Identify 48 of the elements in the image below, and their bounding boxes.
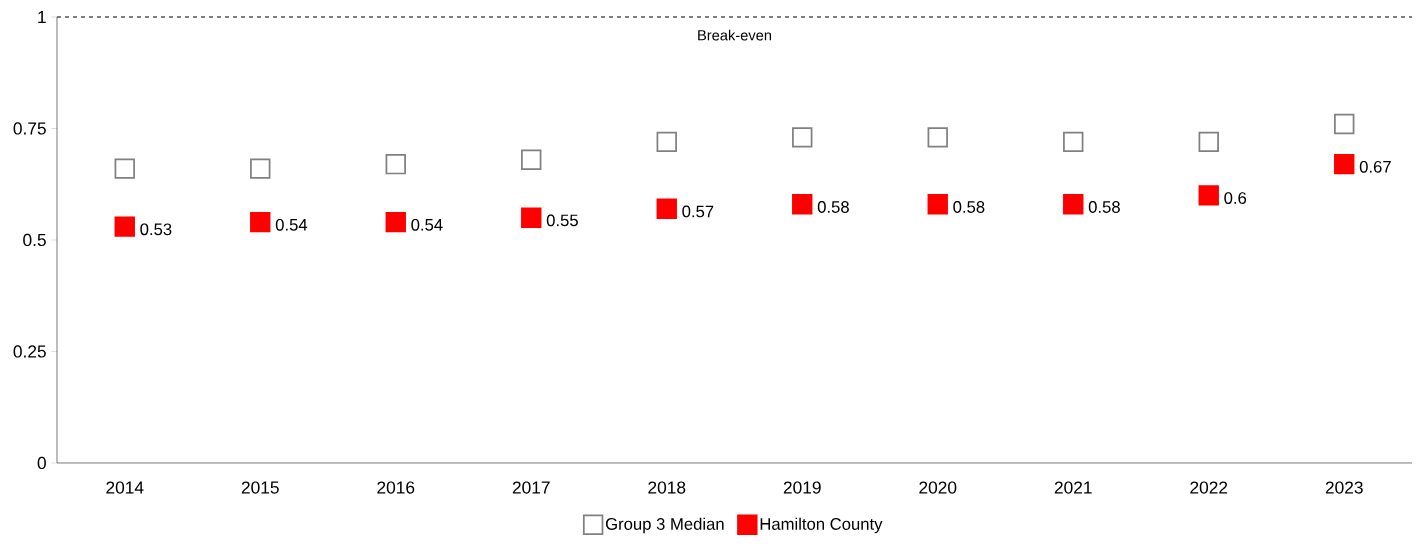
y-tick-label: 0.5 (23, 233, 46, 247)
legend-label: Hamilton County (760, 517, 883, 534)
x-tick-label: 2015 (241, 481, 279, 494)
data-label: 0.57 (682, 205, 714, 218)
point (1334, 153, 1355, 175)
x-tick-label: 2019 (783, 481, 821, 494)
data-label: 0.58 (817, 201, 849, 213)
point (114, 216, 135, 237)
point (792, 127, 813, 148)
point (521, 207, 542, 228)
point (1198, 185, 1219, 206)
data-label: 0.54 (411, 218, 443, 231)
x-tick-label: 2018 (648, 481, 686, 494)
y-tick-label: 0.75 (13, 122, 46, 135)
point (1334, 113, 1355, 135)
point (1063, 131, 1084, 153)
ref-line-label: Break-even (698, 29, 772, 41)
data-label: 0.55 (546, 214, 578, 227)
data-label: 0.58 (953, 201, 985, 213)
x-tick-label: 2014 (106, 481, 144, 494)
point (927, 194, 948, 215)
data-label: 0.6 (1224, 192, 1247, 204)
x-tick-label: 2020 (919, 481, 957, 494)
data-label: 0.67 (1359, 160, 1391, 173)
point (792, 194, 813, 215)
x-tick-label: 2022 (1190, 481, 1228, 494)
legend-label: Group 3 Median (605, 517, 724, 534)
x-tick-label: 2016 (377, 481, 415, 494)
point (1198, 131, 1219, 153)
point (385, 211, 406, 233)
point (656, 198, 677, 219)
data-label: 0.58 (1088, 201, 1120, 213)
x-tick-label: 2021 (1054, 481, 1092, 494)
data-label: 0.54 (275, 218, 308, 231)
data-label: 0.53 (140, 223, 172, 236)
point (1063, 194, 1084, 215)
point (521, 149, 542, 170)
y-tick-label: 0.25 (13, 345, 46, 358)
point (385, 153, 406, 175)
x-tick-label: 2017 (512, 481, 550, 494)
x-tick-label: 2023 (1325, 481, 1363, 494)
point (927, 127, 948, 148)
y-tick-label: 0 (37, 456, 46, 470)
point (114, 158, 135, 179)
point (656, 131, 677, 153)
point (250, 158, 271, 179)
y-tick-label: 1 (38, 11, 46, 23)
point (250, 211, 271, 233)
